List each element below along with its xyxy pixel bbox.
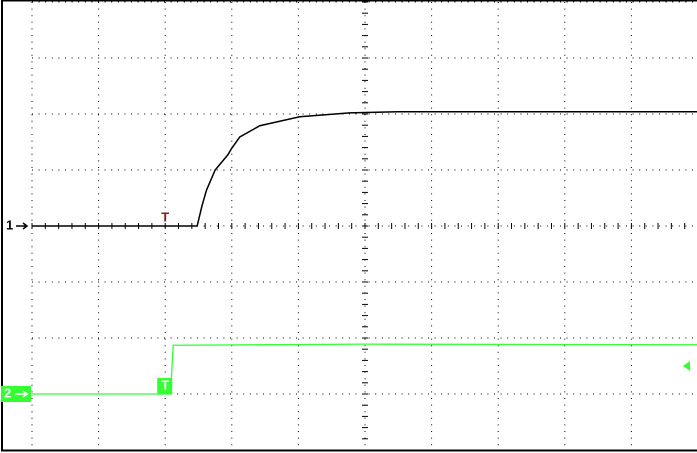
marker-arrow [15, 390, 29, 398]
level-arrow [683, 361, 690, 371]
trace [32, 343, 697, 395]
channel-marker: 2 [4, 385, 11, 400]
trigger-marker: T [161, 377, 169, 392]
trigger-box [157, 378, 173, 394]
trigger-marker: T [161, 209, 169, 224]
trace [32, 111, 697, 227]
channel-marker: 1 [6, 217, 13, 232]
marker-arrow [16, 222, 29, 230]
